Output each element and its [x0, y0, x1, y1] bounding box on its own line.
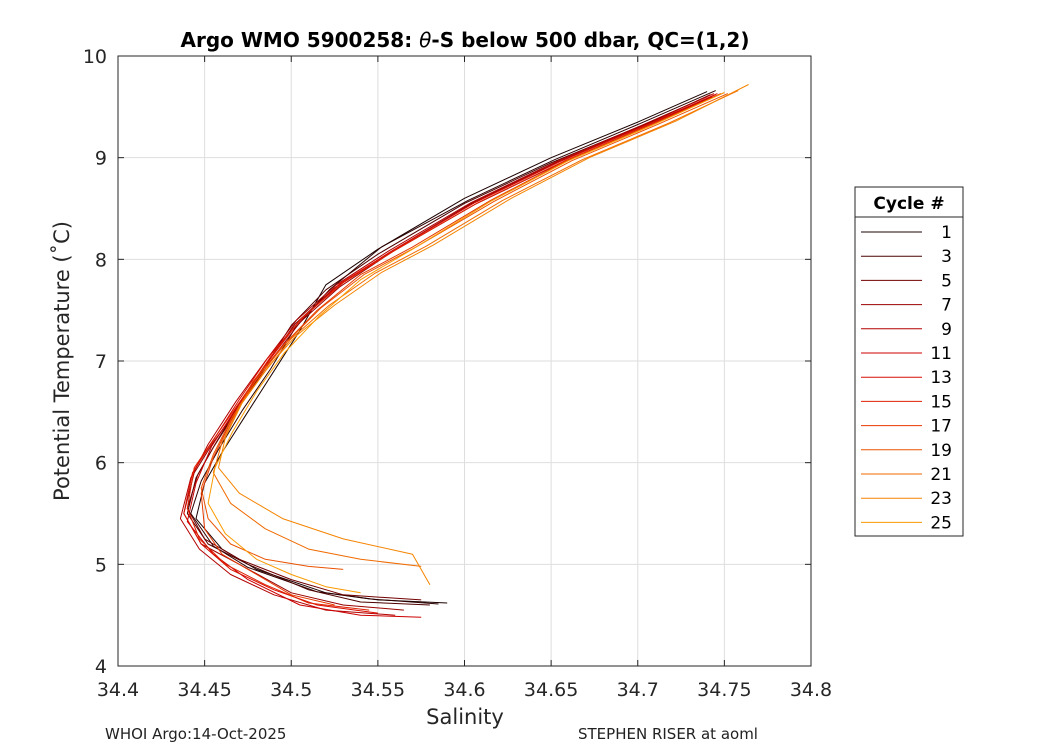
y-tick-label: 7 [95, 351, 107, 373]
legend-label: 3 [941, 247, 952, 267]
series-line-cycle-13 [183, 93, 718, 614]
chart-title-suffix: -S below 500 dbar, QC=(1,2) [431, 28, 749, 52]
series-line-cycle-19 [200, 93, 729, 570]
x-tick-label: 34.7 [617, 679, 659, 701]
x-tick-label: 34.6 [443, 679, 485, 701]
legend-label: 7 [941, 296, 952, 316]
legend-label: 11 [930, 344, 952, 364]
legend-label: 1 [941, 223, 952, 243]
legend-label: 19 [930, 441, 952, 461]
legend-label: 21 [930, 465, 952, 485]
x-axis-ticks: 34.4 34.45 34.5 34.55 34.6 34.65 34.7 34.75 34.8 [97, 56, 832, 701]
y-tick-label: 8 [95, 249, 107, 271]
legend-title: Cycle # [873, 194, 944, 214]
legend-label: 13 [930, 368, 952, 388]
legend-label: 5 [941, 271, 952, 291]
x-tick-label: 34.65 [524, 679, 578, 701]
legend-box [854, 186, 964, 537]
legend-label: 9 [941, 320, 952, 340]
x-tick-label: 34.75 [697, 679, 751, 701]
legend-label: 15 [930, 392, 952, 412]
series-line-cycle-15 [186, 93, 722, 611]
y-tick-label: 4 [95, 656, 107, 678]
legend-label: 23 [930, 489, 952, 509]
series-line-cycle-9 [179, 93, 715, 616]
footer-right: STEPHEN RISER at aoml [578, 725, 758, 743]
series-line-cycle-25 [207, 92, 725, 594]
series-line-cycle-2 [190, 90, 716, 605]
x-tick-label: 34.5 [270, 679, 312, 701]
plot-series [179, 84, 749, 618]
series-line-cycle-5 [186, 94, 711, 601]
x-axis-label: Salinity [426, 705, 504, 729]
x-tick-label: 34.8 [790, 679, 832, 701]
y-tick-label: 6 [95, 453, 107, 475]
chart-title: Argo WMO 5900258: θ-S below 500 dbar, QC… [181, 28, 750, 52]
x-tick-label: 34.55 [351, 679, 405, 701]
footer-left: WHOI Argo:14-Oct-2025 [105, 725, 287, 743]
series-line-cycle-7 [183, 96, 713, 611]
chart-title-theta: θ [419, 28, 431, 52]
chart-title-prefix: Argo WMO 5900258: [181, 28, 420, 52]
series-line-cycle-11 [186, 94, 716, 618]
grid-lines [117, 55, 812, 667]
series-line-cycle-1 [195, 91, 708, 604]
legend-label: 17 [930, 417, 952, 437]
y-tick-label: 9 [95, 148, 107, 170]
legend-label: 25 [930, 513, 952, 533]
x-tick-label: 34.4 [97, 679, 139, 701]
series-line-cycle-23 [218, 84, 749, 585]
y-axis-label: Potential Temperature (˚C) [50, 221, 74, 501]
x-tick-label: 34.45 [177, 679, 231, 701]
y-tick-label: 10 [83, 46, 107, 68]
y-tick-label: 5 [95, 554, 107, 576]
series-line-cycle-17 [200, 92, 725, 606]
y-axis-ticks: 4 5 6 7 8 9 10 [83, 46, 811, 678]
